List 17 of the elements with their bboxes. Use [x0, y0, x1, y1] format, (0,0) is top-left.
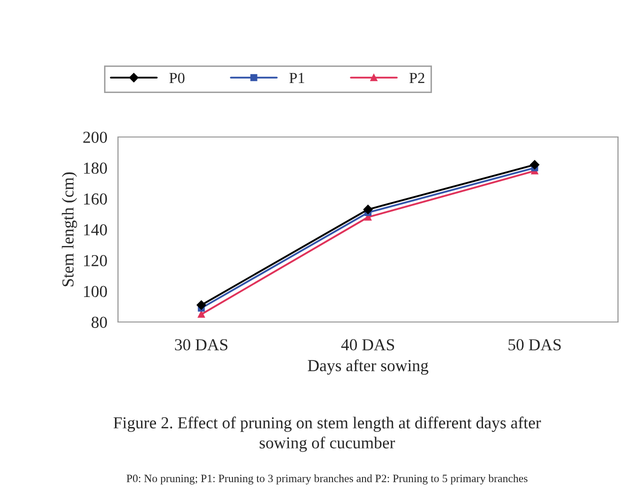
- x-tick-label: 40 DAS: [341, 339, 394, 350]
- y-tick-label: 100: [84, 286, 107, 298]
- x-axis-title: Days after sowing: [308, 359, 428, 375]
- legend-label: P0: [169, 72, 184, 84]
- x-tick-label: 50 DAS: [508, 339, 561, 350]
- y-tick-label: 120: [84, 255, 107, 266]
- y-tick-label: 200: [83, 132, 107, 143]
- legend-label: P2: [409, 72, 424, 83]
- y-axis-title: Stem length (cm): [62, 172, 78, 286]
- caption: Figure 2. Effect of pruning on stem length at different days after sowing of cucumber: [114, 416, 541, 452]
- y-tick-label: 180: [84, 162, 107, 174]
- y-tick-label: 140: [84, 224, 107, 236]
- legend-label: P1: [289, 72, 304, 83]
- text: P0: No pruning; P1: Pruning to 3 primary branches and P2: Pruning to 5 primary branches: [126, 474, 528, 484]
- x-tick-label: 30 DAS: [175, 339, 228, 350]
- y-tick-label: 160: [84, 193, 107, 205]
- y-tick-label: 80: [92, 316, 107, 328]
